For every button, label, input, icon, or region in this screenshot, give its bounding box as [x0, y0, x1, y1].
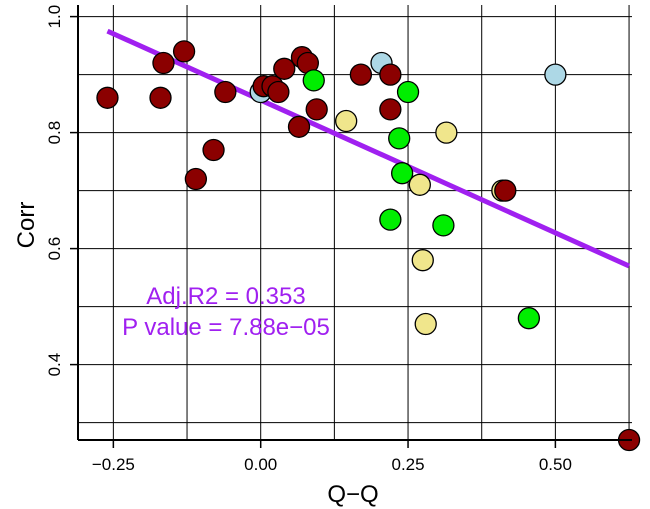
regression-line-group	[106, 28, 631, 269]
data-point-24	[390, 162, 414, 185]
data-point-18	[349, 63, 373, 86]
x-axis-ticks: −0.25 0.00 0.25 0.50	[92, 440, 572, 474]
grid-lines	[78, 5, 632, 440]
y-axis-title: Corr	[13, 202, 40, 249]
data-point-32	[494, 179, 517, 202]
annotation-adj-r2: Adj.R2 = 0.353	[146, 283, 305, 310]
axes	[77, 5, 632, 441]
data-point-2	[152, 51, 175, 75]
data-point-10	[267, 80, 290, 104]
data-point-1	[149, 86, 172, 109]
data-point-34	[544, 63, 567, 86]
x-tick-label-2: 0.25	[391, 455, 424, 474]
data-point-22	[379, 208, 402, 231]
data-point-26	[408, 173, 431, 196]
y-tick-label-0: 0.4	[45, 353, 64, 377]
data-point-25	[396, 80, 420, 104]
data-point-5	[202, 138, 225, 162]
data-point-33	[517, 307, 541, 330]
data-point-4	[184, 167, 208, 191]
data-point-28	[414, 312, 437, 336]
data-point-20	[379, 63, 402, 86]
data-point-21	[379, 98, 402, 121]
data-points	[96, 40, 641, 452]
x-tick-label-1: 0.00	[244, 455, 277, 474]
data-point-3	[172, 40, 196, 63]
data-point-29	[432, 214, 455, 237]
regression-line	[106, 28, 631, 269]
y-tick-label-3: 1.0	[45, 5, 64, 29]
x-tick-label-3: 0.50	[539, 455, 572, 474]
data-point-0	[96, 86, 119, 109]
y-tick-label-2: 0.8	[45, 121, 64, 145]
data-point-15	[305, 98, 328, 121]
x-axis-title: Q−Q	[327, 481, 378, 508]
data-point-17	[335, 109, 358, 133]
data-point-16	[302, 69, 325, 92]
x-tick-label-0: −0.25	[92, 455, 135, 474]
annotation-p-value: P value = 7.88e−05	[122, 314, 330, 341]
data-point-11	[273, 57, 296, 80]
data-point-27	[411, 249, 434, 272]
data-point-12	[287, 115, 311, 138]
data-point-23	[388, 127, 411, 150]
data-point-6	[214, 80, 237, 104]
data-point-30	[435, 121, 458, 144]
y-axis-ticks: 0.4 0.6 0.8 1.0	[45, 5, 78, 377]
y-tick-label-1: 0.6	[45, 237, 64, 261]
